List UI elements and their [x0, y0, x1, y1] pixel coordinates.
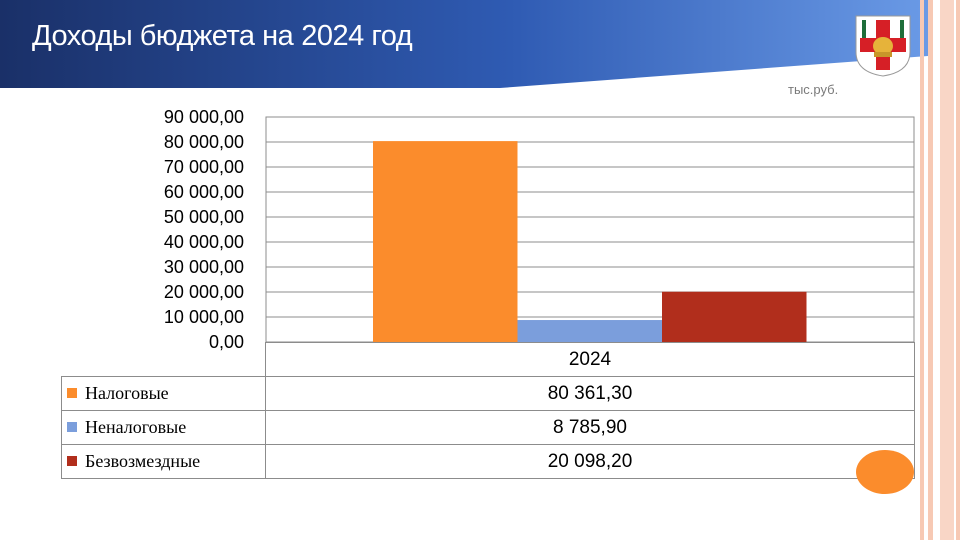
- y-tick-label: 20 000,00: [163, 282, 244, 302]
- bar-nontax: [517, 320, 662, 342]
- table-row: Безвозмездные 20 098,20: [61, 444, 915, 479]
- series-value-nontax: 8 785,90: [265, 410, 915, 445]
- plot-area: [265, 116, 915, 343]
- title-banner: Доходы бюджета на 2024 год: [0, 0, 928, 88]
- series-name: Безвозмездные: [85, 451, 201, 471]
- series-label-gratuitous: Безвозмездные: [61, 444, 266, 479]
- orange-oval-decoration: [856, 450, 914, 494]
- y-tick-label: 80 000,00: [163, 132, 244, 152]
- units-label: тыс.руб.: [788, 82, 839, 97]
- coat-of-arms-icon: [855, 15, 911, 77]
- category-label: 2024: [265, 342, 915, 377]
- y-tick-label: 50 000,00: [163, 207, 244, 227]
- series-name: Неналоговые: [85, 417, 187, 437]
- bar-gratuitous: [662, 291, 807, 342]
- y-tick-label: 40 000,00: [163, 232, 244, 252]
- series-value-tax: 80 361,30: [265, 376, 915, 411]
- series-value-gratuitous: 20 098,20: [265, 444, 915, 479]
- legend-key-tax: [67, 388, 77, 398]
- series-label-nontax: Неналоговые: [61, 410, 266, 445]
- decorative-stripes: [920, 0, 960, 540]
- bar-tax: [373, 141, 518, 342]
- legend-key-nontax: [67, 422, 77, 432]
- table-corner: [61, 342, 266, 377]
- table-header-row: 2024: [61, 342, 915, 377]
- y-tick-label: 90 000,00: [163, 107, 244, 127]
- page-title: Доходы бюджета на 2024 год: [32, 20, 413, 53]
- table-row: Неналоговые 8 785,90: [61, 410, 915, 445]
- data-table: 2024 Налоговые 80 361,30 Неналоговые 8 7…: [61, 342, 915, 479]
- title-text: Доходы бюджета на: [32, 20, 294, 52]
- title-year: 2024 год: [301, 20, 413, 52]
- y-tick-label: 10 000,00: [163, 307, 244, 327]
- y-tick-label: 60 000,00: [163, 182, 244, 202]
- series-label-tax: Налоговые: [61, 376, 266, 411]
- table-row: Налоговые 80 361,30: [61, 376, 915, 411]
- y-tick-label: 30 000,00: [163, 257, 244, 277]
- y-tick-label: 70 000,00: [163, 157, 244, 177]
- series-name: Налоговые: [85, 383, 169, 403]
- legend-key-gratuitous: [67, 456, 77, 466]
- banner-background: [0, 0, 928, 88]
